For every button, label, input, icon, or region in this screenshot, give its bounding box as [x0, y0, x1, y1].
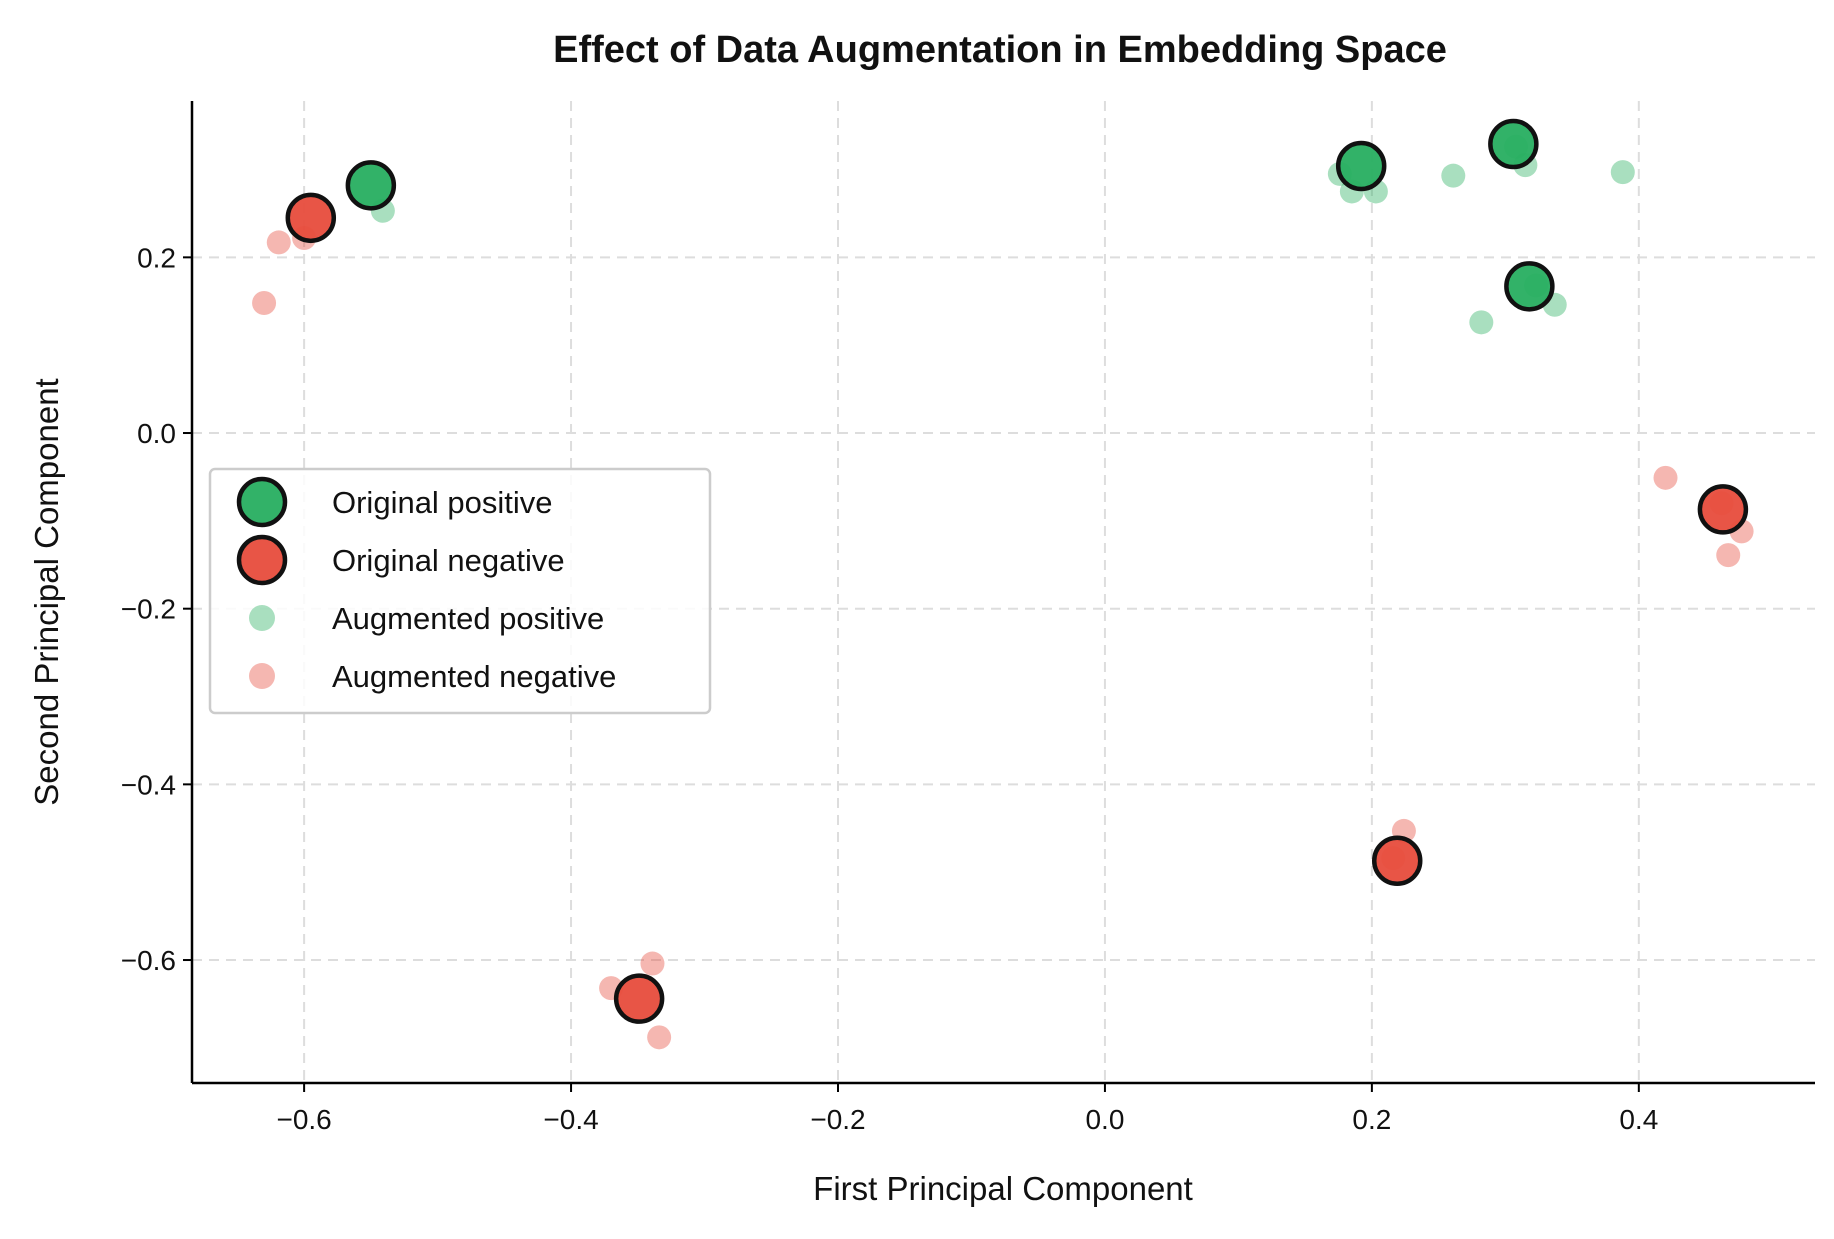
augmented-positive-point	[1610, 160, 1635, 185]
original-positive-point	[1488, 118, 1539, 170]
y-axis-label: Second Principal Component	[28, 378, 65, 805]
legend: Original positive Original negative Augmen…	[208, 467, 712, 715]
augmented-negative-point	[1653, 465, 1678, 490]
augmented-negative-point	[647, 1025, 672, 1050]
original-positive-point	[1335, 140, 1387, 192]
data-points	[252, 118, 1754, 1050]
original-positive-point	[1504, 261, 1555, 312]
original-negative-point	[1371, 835, 1423, 887]
legend-marker	[236, 534, 288, 586]
x-tick-label: 0.2	[1352, 1104, 1391, 1135]
x-tick-label: −0.6	[276, 1104, 331, 1135]
original-negative-point	[613, 973, 665, 1024]
legend-label: Original positive	[332, 485, 553, 520]
original-negative-point	[1697, 484, 1749, 535]
legend-label: Original negative	[332, 543, 565, 578]
y-tick-label: −0.6	[121, 945, 176, 976]
legend-marker	[249, 605, 275, 631]
y-tick-label: −0.2	[121, 594, 176, 625]
legend-label: Augmented negative	[332, 659, 616, 694]
x-tick-label: 0.0	[1085, 1104, 1124, 1135]
x-axis-label: First Principal Component	[813, 1170, 1193, 1207]
legend-marker	[236, 476, 288, 528]
x-tick-label: −0.2	[810, 1104, 865, 1135]
axes: −0.6 −0.4 −0.2 0.0 0.2 0.4 −0.6 −0.4 −0.2 0.0 0.2	[121, 101, 1815, 1135]
grid	[192, 101, 1815, 1083]
legend-label: Augmented positive	[332, 601, 604, 636]
augmented-positive-point	[1469, 310, 1494, 335]
chart-title: Effect of Data Augmentation in Embedding…	[553, 29, 1447, 71]
legend-marker	[249, 663, 275, 689]
augmented-positive-point	[1441, 163, 1466, 188]
original-negative-point	[285, 192, 337, 244]
augmented-negative-point	[640, 951, 665, 976]
legend-box	[208, 467, 712, 715]
y-tick-label: 0.0	[137, 418, 176, 449]
augmented-negative-point	[252, 291, 277, 316]
y-tick-label: 0.2	[137, 242, 176, 273]
x-tick-label: 0.4	[1619, 1104, 1658, 1135]
y-tick-label: −0.4	[121, 769, 176, 800]
augmented-negative-point	[266, 230, 291, 255]
original-positive-point	[345, 160, 397, 211]
augmented-negative-point	[1716, 543, 1741, 568]
x-tick-label: −0.4	[543, 1104, 598, 1135]
